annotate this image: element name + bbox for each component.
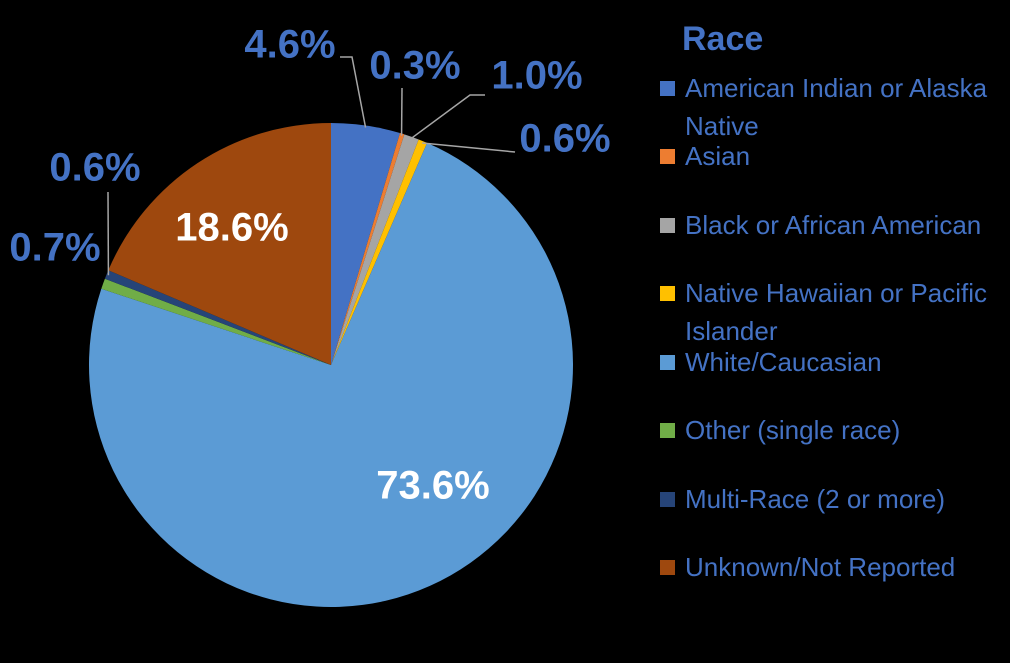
legend-label: White/Caucasian (685, 347, 882, 377)
value-label: 0.7% (9, 226, 100, 270)
legend-label: American Indian or Alaska Native (685, 73, 988, 141)
legend-swatch (660, 423, 675, 438)
legend-swatch (660, 286, 675, 301)
legend-title: Race (682, 20, 764, 58)
pie-slice (88, 142, 574, 607)
legend-swatch (660, 149, 675, 164)
legend-label: Black or African American (685, 210, 982, 240)
pie-slice (331, 139, 428, 365)
legend-label: Native Hawaiian or Pacific Islander (685, 278, 988, 346)
legend-label: Multi-Race (2 or more) (685, 484, 946, 514)
legend-label: Unknown/Not Reported (685, 552, 956, 582)
leader-line (422, 142, 516, 153)
leader-line (340, 56, 367, 128)
legend-swatch (660, 355, 675, 370)
value-label: 0.6% (49, 146, 140, 190)
pie-slice (104, 270, 331, 365)
leader-line (410, 94, 485, 140)
pie-slice (331, 134, 419, 365)
pie-slice (108, 123, 331, 365)
legend-label: Other (single race) (685, 415, 901, 445)
legend-swatch (660, 560, 675, 575)
value-label: 18.6% (175, 206, 288, 250)
pie-slice (331, 133, 405, 365)
value-label: 73.6% (376, 464, 489, 508)
value-label: 0.6% (519, 117, 610, 161)
legend-swatch (660, 218, 675, 233)
pie-slice (331, 123, 400, 365)
value-label: 4.6% (244, 23, 335, 67)
slices (88, 123, 574, 607)
legend-swatch (660, 81, 675, 96)
value-label: 1.0% (491, 54, 582, 98)
legend-swatch (660, 492, 675, 507)
legend-label: Asian (685, 141, 751, 171)
pie-slice (101, 278, 332, 365)
value-label: 0.3% (369, 44, 460, 88)
